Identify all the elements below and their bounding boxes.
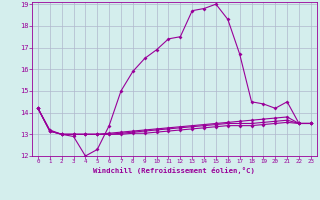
- X-axis label: Windchill (Refroidissement éolien,°C): Windchill (Refroidissement éolien,°C): [93, 167, 255, 174]
